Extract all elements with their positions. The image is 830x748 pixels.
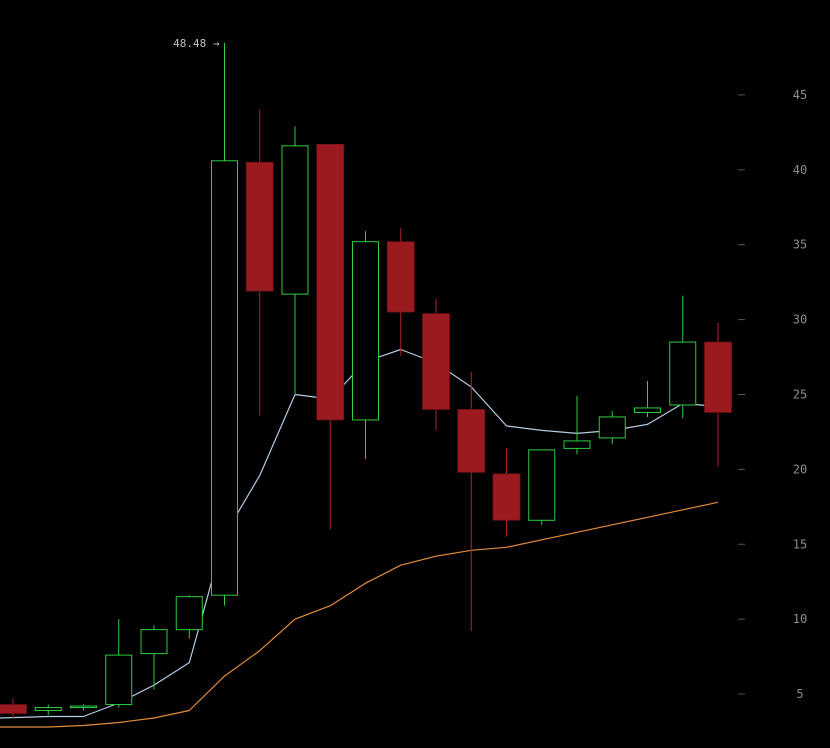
candle-down [245,109,274,416]
candle-up [528,449,556,525]
y-tick-label: 30 [793,313,807,327]
candle-up [634,380,661,417]
annotations: 48.48 → [173,37,220,50]
candle-body [245,161,274,292]
candle-body [34,707,62,712]
candle-down [704,322,732,467]
candle-up [598,410,626,444]
candle-up [70,704,97,711]
candle-body [634,407,661,413]
y-axis: 5 10 15 20 25 30 35 40 45 [738,88,807,701]
candles [0,42,732,719]
candle-up [281,126,309,395]
candle-body [598,416,626,439]
candle-body [422,313,450,410]
candle-down [386,228,415,356]
candle-body [70,705,97,709]
y-tick-label: 15 [793,537,807,551]
y-tick-label: 40 [793,163,807,177]
candle-body [528,449,556,521]
candle-body [492,473,521,521]
y-tick-label: 20 [793,462,807,476]
candle-body [281,145,309,295]
y-tick-label: 45 [793,88,807,102]
candle-body [563,440,591,449]
max-price-label: 48.48 → [173,37,220,50]
candle-down [457,372,486,632]
candle-body [704,341,732,413]
candle-up [175,595,203,639]
candle-body [386,241,415,313]
candle-up [563,395,591,455]
candle-down [492,448,521,537]
candle-body [669,341,697,406]
candle-body [352,241,379,421]
candle-body [0,704,27,714]
moving-average-long-line [0,501,719,728]
candle-up [669,295,697,419]
y-tick-label: 35 [793,238,807,252]
candle-up [211,42,238,606]
candle-up [34,704,62,716]
candle-body [211,160,238,596]
candle-body [457,409,486,473]
candle-body [140,629,168,655]
candle-up [352,231,379,459]
candle-body [175,596,203,631]
candle-up [105,619,133,708]
y-tick-label: 25 [793,387,807,401]
candle-down [0,698,27,719]
candle-down [316,143,345,530]
candle-body [316,143,345,421]
candle-up [140,625,168,690]
y-tick-label: 5 [796,687,803,701]
y-tick-label: 10 [793,612,807,626]
candle-down [422,298,450,431]
candle-body [105,654,133,706]
